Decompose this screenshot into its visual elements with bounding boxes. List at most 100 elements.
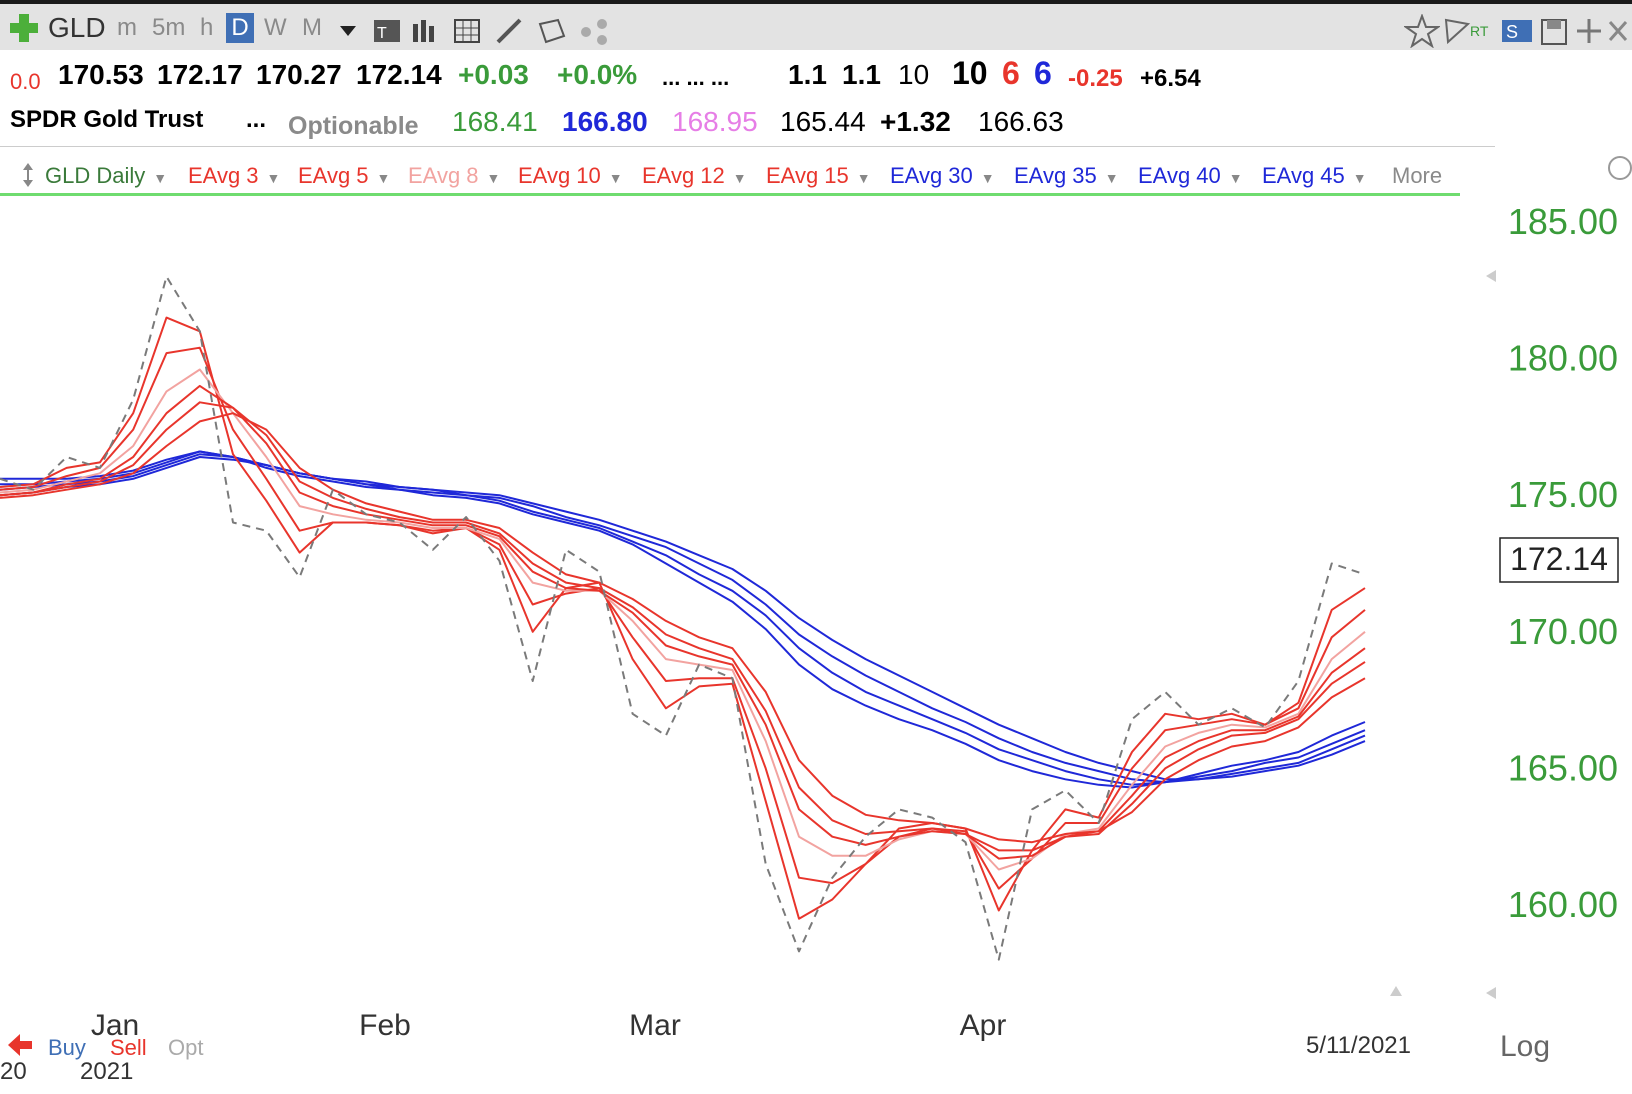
- series-line-eavg-5: [0, 346, 1366, 890]
- buy-sell-arrow-icon[interactable]: [4, 1030, 36, 1060]
- x-tick-label: Mar: [629, 1009, 681, 1042]
- scroll-up-icon[interactable]: [1390, 986, 1402, 996]
- legend-chevron-icon[interactable]: ▼: [376, 170, 391, 186]
- legend-item[interactable]: EAvg 35 ▼: [1014, 163, 1119, 189]
- legend-item[interactable]: EAvg 12 ▼: [642, 163, 747, 189]
- interval-5m[interactable]: 5m: [152, 14, 186, 41]
- legend-chevron-icon[interactable]: ▼: [1352, 170, 1367, 186]
- legend-item[interactable]: EAvg 40 ▼: [1138, 163, 1243, 189]
- legend-item[interactable]: EAvg 15 ▼: [766, 163, 871, 189]
- y-tick-label: 165.00: [1508, 747, 1618, 788]
- quote-dots: ... ... ...: [662, 65, 730, 90]
- count-2: 10: [952, 55, 988, 91]
- save-icon[interactable]: [1538, 16, 1570, 48]
- legend-label: EAvg 8: [408, 163, 479, 188]
- signal-icon[interactable]: S: [1500, 16, 1534, 44]
- optionable-label: Optionable: [288, 112, 419, 140]
- realtime-icon[interactable]: RT: [1468, 18, 1498, 44]
- delta-2: +6.54: [1140, 65, 1201, 92]
- series-line-eavg-3: [0, 316, 1366, 920]
- buy-button[interactable]: Buy: [48, 1035, 86, 1060]
- star-icon[interactable]: [1404, 14, 1440, 48]
- low-price: 170.27: [256, 59, 342, 90]
- change-percent: +0.0%: [557, 59, 638, 90]
- series-line-eavg-45: [0, 456, 1366, 781]
- legend-item[interactable]: EAvg 10 ▼: [518, 163, 623, 189]
- legend-chevron-icon[interactable]: ▼: [856, 170, 871, 186]
- scroll-left-icon-bottom[interactable]: [1486, 987, 1496, 999]
- x-tick-label: Feb: [359, 1009, 411, 1042]
- legend-label: EAvg 5: [298, 163, 369, 188]
- scale-log-button[interactable]: Log: [1500, 1030, 1551, 1063]
- legend-label: EAvg 35: [1014, 163, 1097, 188]
- legend-chevron-icon[interactable]: ▼: [1104, 170, 1119, 186]
- legend-item[interactable]: EAvg 30 ▼: [890, 163, 995, 189]
- quote-row-prices: 0.0 170.53 172.17 170.27 172.14 +0.03 +0…: [0, 55, 1632, 95]
- settings-icon[interactable]: [1608, 156, 1632, 180]
- pencil-icon[interactable]: [494, 16, 528, 46]
- legend-label: EAvg 10: [518, 163, 601, 188]
- legend-chevron-icon[interactable]: ▼: [732, 170, 747, 186]
- price-2: 166.80: [562, 106, 648, 137]
- legend-item[interactable]: EAvg 3 ▼: [188, 163, 280, 189]
- scroll-left-icon[interactable]: [1486, 270, 1496, 282]
- ratio-2: 1.1: [842, 59, 881, 90]
- series-line-eavg-10: [0, 384, 1366, 860]
- series-line-gld-daily: [0, 275, 1366, 961]
- interval-w[interactable]: W: [264, 14, 287, 41]
- series-line-eavg-40: [0, 453, 1366, 784]
- grid-icon[interactable]: [452, 16, 486, 46]
- legend-item[interactable]: EAvg 8 ▼: [408, 163, 500, 189]
- move-icon[interactable]: [1574, 16, 1604, 46]
- high-price: 172.17: [157, 59, 243, 90]
- flag-icon[interactable]: [1442, 16, 1472, 46]
- legend-chevron-icon[interactable]: ▼: [153, 170, 168, 186]
- opt-button[interactable]: Opt: [168, 1035, 204, 1060]
- note-icon[interactable]: [536, 16, 570, 46]
- open-price: 170.53: [58, 59, 144, 90]
- change-value: +0.03: [458, 59, 529, 90]
- more-link[interactable]: More: [1392, 163, 1443, 188]
- sell-button[interactable]: Sell: [110, 1035, 147, 1060]
- legend-label: EAvg 45: [1262, 163, 1345, 188]
- legend-chevron-icon[interactable]: ▼: [980, 170, 995, 186]
- legend-label: EAvg 30: [890, 163, 973, 188]
- legend-chevron-icon[interactable]: ▼: [1228, 170, 1243, 186]
- count-3: 6: [1002, 55, 1020, 91]
- price-3: 168.95: [672, 106, 758, 137]
- legend-item[interactable]: GLD Daily ▼: [45, 163, 167, 189]
- interval-month[interactable]: M: [302, 14, 322, 41]
- y-axis: 185.00 180.00 175.00 170.00 165.00 160.00: [1508, 201, 1618, 925]
- y-tick-label: 185.00: [1508, 201, 1618, 242]
- count-4: 6: [1034, 55, 1052, 91]
- legend-chevron-icon[interactable]: ▼: [266, 170, 281, 186]
- legend-label: EAvg 3: [188, 163, 259, 188]
- interval-d[interactable]: D: [226, 13, 254, 43]
- close-icon[interactable]: [1606, 16, 1630, 46]
- interval-h[interactable]: h: [200, 14, 214, 41]
- legend-chevron-icon[interactable]: ▼: [608, 170, 623, 186]
- prev-year-label: 20: [0, 1058, 27, 1085]
- legend-chevron-icon[interactable]: ▼: [486, 170, 501, 186]
- x-tick-label: Apr: [960, 1009, 1007, 1042]
- count-1: 10: [898, 59, 930, 90]
- last-price-label: 172.14: [1510, 541, 1608, 577]
- legend-item[interactable]: EAvg 45 ▼: [1262, 163, 1367, 189]
- price-4: 165.44: [780, 106, 866, 137]
- price-5: +1.32: [880, 106, 951, 137]
- legend-item[interactable]: EAvg 5 ▼: [298, 163, 390, 189]
- separator: [0, 146, 1495, 147]
- chevron-down-icon[interactable]: [338, 22, 358, 42]
- resize-icon[interactable]: [18, 161, 38, 191]
- interval-m[interactable]: m: [117, 14, 137, 41]
- chart-type-icon[interactable]: T: [372, 16, 406, 46]
- svg-text:S: S: [1506, 22, 1518, 42]
- symbol-label[interactable]: GLD: [48, 12, 106, 43]
- last-price: 172.14: [356, 59, 442, 90]
- add-icon[interactable]: [6, 8, 46, 48]
- year-label: 2021: [80, 1058, 134, 1085]
- legend-label: EAvg 15: [766, 163, 849, 188]
- bar-chart-icon[interactable]: [410, 16, 440, 46]
- share-icon[interactable]: [578, 16, 612, 46]
